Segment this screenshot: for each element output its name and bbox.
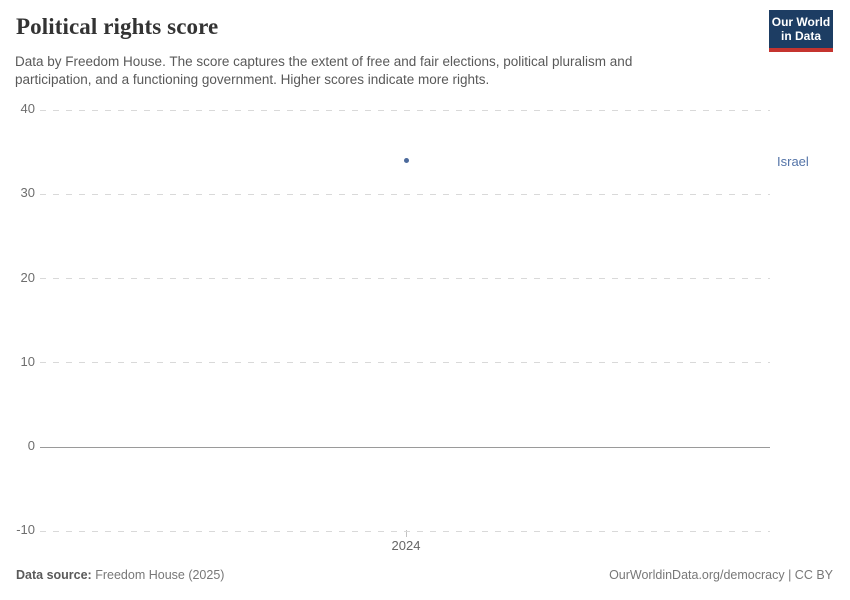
y-axis-tick-label-40: 40 (20, 101, 35, 116)
owid-logo-line2: in Data (780, 29, 821, 43)
credit-link[interactable]: OurWorldinData.org/democracy | CC BY (609, 568, 833, 582)
gridline-40 (40, 109, 770, 111)
x-axis-tick-label: 2024 (391, 538, 421, 553)
owid-logo-line1: Our World (771, 15, 831, 29)
gridline-20 (40, 278, 770, 279)
data-source-label: Data source: (16, 568, 92, 582)
data-source-value: Freedom House (2025) (95, 568, 225, 582)
gridline-30 (40, 193, 770, 195)
y-axis-tick-label-30: 30 (20, 185, 35, 201)
series-label-israel[interactable]: Israel (777, 153, 809, 169)
gridline-10 (40, 362, 770, 364)
y-axis-tick-label-0: 0 (27, 438, 35, 453)
y-axis-tick-label-20: 20 (20, 269, 35, 285)
chart-subtitle-line2: participation, and a functioning governm… (15, 72, 490, 87)
x-axis-tick-mark (405, 530, 407, 537)
data-point-israel[interactable] (403, 158, 409, 164)
data-source: Data source: Freedom House (2025) (16, 568, 224, 582)
owid-logo[interactable]: Our World in Data (769, 10, 833, 52)
y-axis-tick-label--10: -10 (16, 522, 35, 538)
chart-subtitle: Data by Freedom House. The score capture… (15, 53, 632, 89)
chart-subtitle-line1: Data by Freedom House. The score capture… (15, 54, 633, 69)
chart-footer: Data source: Freedom House (2025) OurWor… (16, 568, 833, 582)
gridline--10 (40, 530, 770, 532)
y-axis-tick-label-10: 10 (20, 353, 35, 369)
gridline-0 (40, 446, 770, 448)
page-title: Political rights score (16, 14, 219, 39)
